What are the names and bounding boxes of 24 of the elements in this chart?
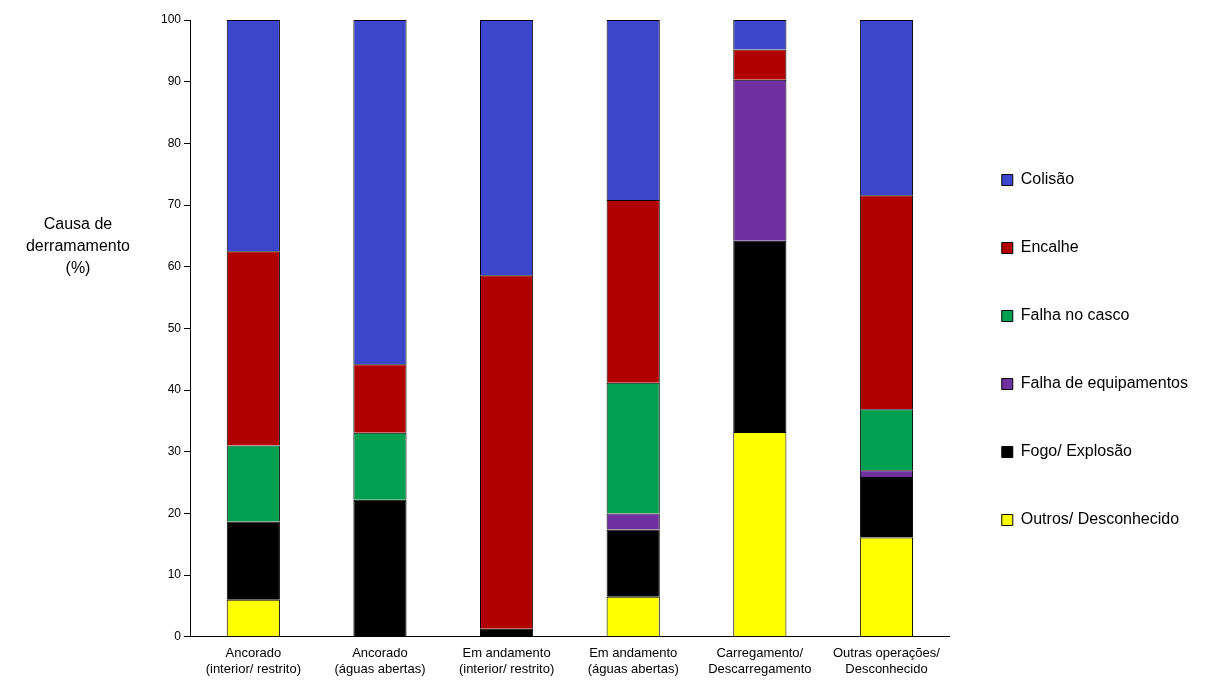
x-tick-label: Em andamento (interior/ restrito) <box>458 645 555 676</box>
y-tick-label: 60 <box>167 259 182 274</box>
legend-label: Outros/ Desconhecido <box>1020 510 1180 528</box>
y-tick-label: 40 <box>167 382 182 397</box>
y-tick-label: 30 <box>167 444 182 459</box>
legend-label: Encalhe <box>1020 238 1079 256</box>
x-tick-label: Ancorado (águas abertas) <box>334 645 426 676</box>
legend-label: Falha no casco <box>1020 306 1130 324</box>
y-tick-label: 90 <box>167 73 182 88</box>
legend-label: Falha de equipamentos <box>1020 374 1189 392</box>
x-tick-label: Em andamento (águas abertas) <box>587 645 679 676</box>
legend-label: Fogo/ Explosão <box>1020 442 1133 460</box>
y-tick-label: 80 <box>167 135 182 150</box>
y-tick-label: 70 <box>167 197 182 212</box>
x-tick-label: Outras operações/ Desconhecido <box>832 645 941 676</box>
y-tick-label: 0 <box>174 629 182 644</box>
legend-label: Colisão <box>1020 170 1075 188</box>
y-tick-label: 20 <box>167 505 182 520</box>
y-tick-label: 10 <box>167 567 182 582</box>
y-tick-label: 50 <box>167 320 182 335</box>
x-tick-label: Ancorado (interior/ restrito) <box>205 645 302 676</box>
y-axis-title: Causa de derramamento (%) <box>24 214 131 278</box>
x-tick-label: Carregamento/ Descarregamento <box>708 645 812 676</box>
y-tick-label: 100 <box>160 12 182 27</box>
